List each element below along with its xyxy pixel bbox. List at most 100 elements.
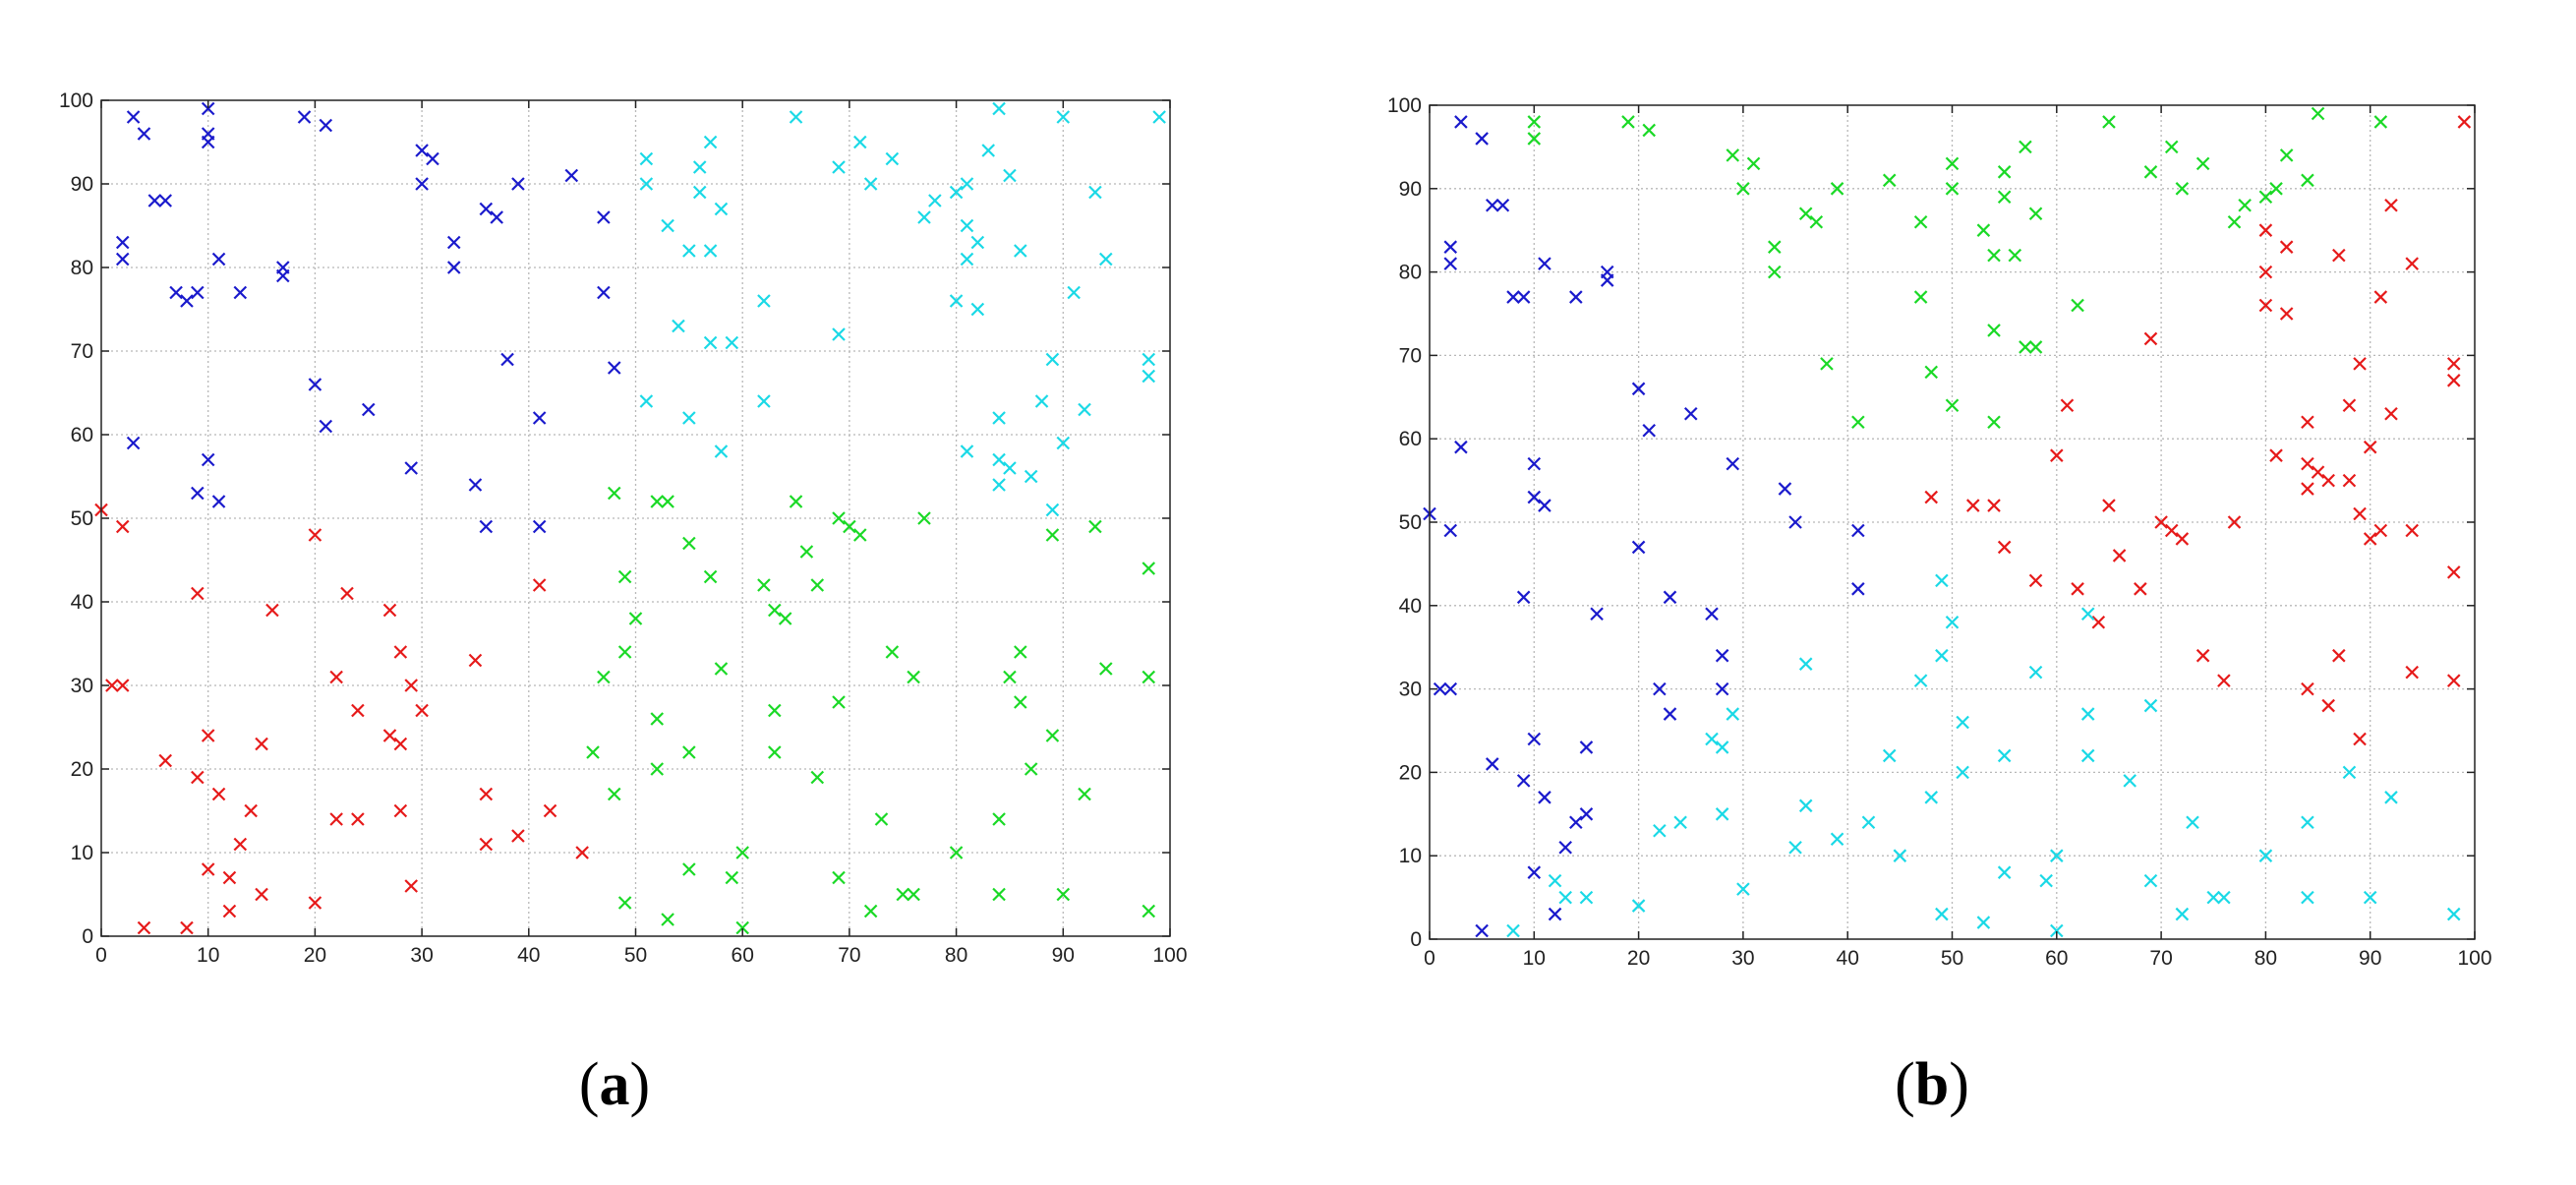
data-point-blue [1516, 590, 1531, 605]
data-point-cyan [1935, 648, 1949, 663]
data-point-cyan [1045, 352, 1060, 367]
data-point-cyan [1997, 865, 2012, 879]
data-point-cyan [1893, 849, 1907, 862]
data-point-blue [607, 361, 621, 375]
data-point-green [1024, 762, 1038, 776]
data-point-cyan [960, 218, 974, 233]
y-tick-label: 90 [1399, 178, 1422, 201]
data-point-red [2164, 523, 2179, 538]
data-point-blue [1527, 490, 1542, 504]
data-point-green [1056, 887, 1071, 902]
data-point-blue [1715, 648, 1729, 663]
data-point-blue [126, 436, 141, 450]
data-point-green [1014, 645, 1027, 659]
data-point-red [2332, 248, 2346, 263]
data-point-red [2363, 440, 2377, 454]
data-point-green [1142, 670, 1156, 684]
x-tick-label: 10 [1523, 947, 1546, 970]
data-point-cyan [2028, 665, 2043, 680]
data-point-red [404, 879, 419, 893]
data-point-green [1997, 165, 2012, 179]
data-point-cyan [1705, 732, 1719, 746]
data-point-cyan [682, 244, 696, 258]
data-point-blue [511, 177, 525, 191]
data-point-cyan [1506, 923, 1520, 938]
x-tick-label: 90 [1052, 944, 1075, 967]
data-point-green [617, 645, 632, 659]
data-point-cyan [1056, 110, 1071, 124]
scatter-chart-a: 0 10 20 30 40 50 60 70 80 90 100 0 10 20 30 40 50 60 70 80 9… [59, 89, 1188, 967]
data-point-green [1088, 519, 1102, 534]
data-point-green [735, 920, 749, 935]
data-point-cyan [1726, 707, 1740, 721]
data-point-cyan [2363, 890, 2377, 905]
y-tick-label: 100 [59, 89, 93, 112]
data-point-green [1924, 365, 1939, 380]
data-point-green [949, 846, 964, 859]
data-point-blue [597, 285, 611, 300]
data-point-red [255, 737, 268, 751]
data-point-red [2446, 374, 2461, 387]
data-point-green [714, 662, 729, 676]
data-point-green [907, 887, 920, 902]
data-point-cyan [1014, 244, 1027, 258]
data-point-red [2311, 465, 2325, 479]
data-point-blue [211, 252, 226, 267]
data-point-cyan [863, 177, 878, 191]
data-point-red [382, 603, 397, 618]
panel-a: 0 10 20 30 40 50 60 70 80 90 100 0 10 20 30 40 50 60 70 80 9… [0, 0, 1278, 1185]
data-point-blue [1495, 198, 1510, 212]
data-point-green [917, 511, 931, 525]
y-tick-label: 60 [1399, 428, 1422, 450]
data-point-green [1851, 415, 1865, 430]
data-point-green [725, 870, 739, 885]
data-point-red [255, 887, 268, 902]
data-point-red [511, 829, 525, 843]
data-point-green [2227, 214, 2242, 229]
data-point-blue [233, 285, 248, 300]
data-point-red [105, 679, 119, 692]
data-point-cyan [1558, 890, 1572, 905]
data-point-cyan [661, 218, 674, 233]
data-point-cyan [949, 294, 964, 308]
data-point-red [2373, 523, 2388, 538]
data-point-blue [1516, 774, 1531, 788]
x-tick-label: 30 [1731, 947, 1754, 970]
x-tick-label: 40 [517, 944, 540, 967]
data-point-red [2258, 298, 2273, 313]
data-point-cyan [1067, 285, 1081, 300]
data-point-blue [532, 411, 547, 425]
data-point-red [191, 586, 205, 601]
data-point-cyan [992, 452, 1006, 467]
data-point-green [778, 612, 792, 625]
data-point-red [2279, 240, 2294, 254]
data-point-red [2457, 115, 2472, 129]
data-point-cyan [2258, 849, 2273, 862]
data-point-green [852, 528, 867, 542]
data-point-cyan [917, 210, 931, 224]
data-point-blue [404, 461, 419, 475]
data-point-red [2217, 674, 2231, 687]
data-point-blue [1548, 907, 1562, 921]
data-point-cyan [1861, 815, 1876, 830]
data-point-red [2384, 406, 2398, 421]
data-point-cyan [832, 160, 846, 174]
data-point-cyan [703, 135, 718, 149]
data-point-green [2311, 106, 2325, 121]
data-point-green [1768, 265, 1782, 279]
x-tick-label: 90 [2359, 947, 2381, 970]
data-point-red [393, 737, 408, 751]
data-point-blue [1443, 523, 1458, 538]
data-point-cyan [2143, 873, 2158, 888]
data-point-cyan [1935, 573, 1949, 588]
y-tick-label: 50 [71, 507, 93, 530]
data-point-cyan [1024, 469, 1038, 484]
data-point-blue [319, 419, 333, 434]
data-point-green [1798, 207, 1813, 221]
data-point-cyan [885, 151, 900, 166]
x-tick-label: 60 [2045, 947, 2068, 970]
data-point-red [1987, 499, 2001, 512]
data-point-blue [1726, 456, 1740, 471]
data-point-cyan [1945, 615, 1960, 629]
data-point-blue [1443, 257, 1458, 270]
